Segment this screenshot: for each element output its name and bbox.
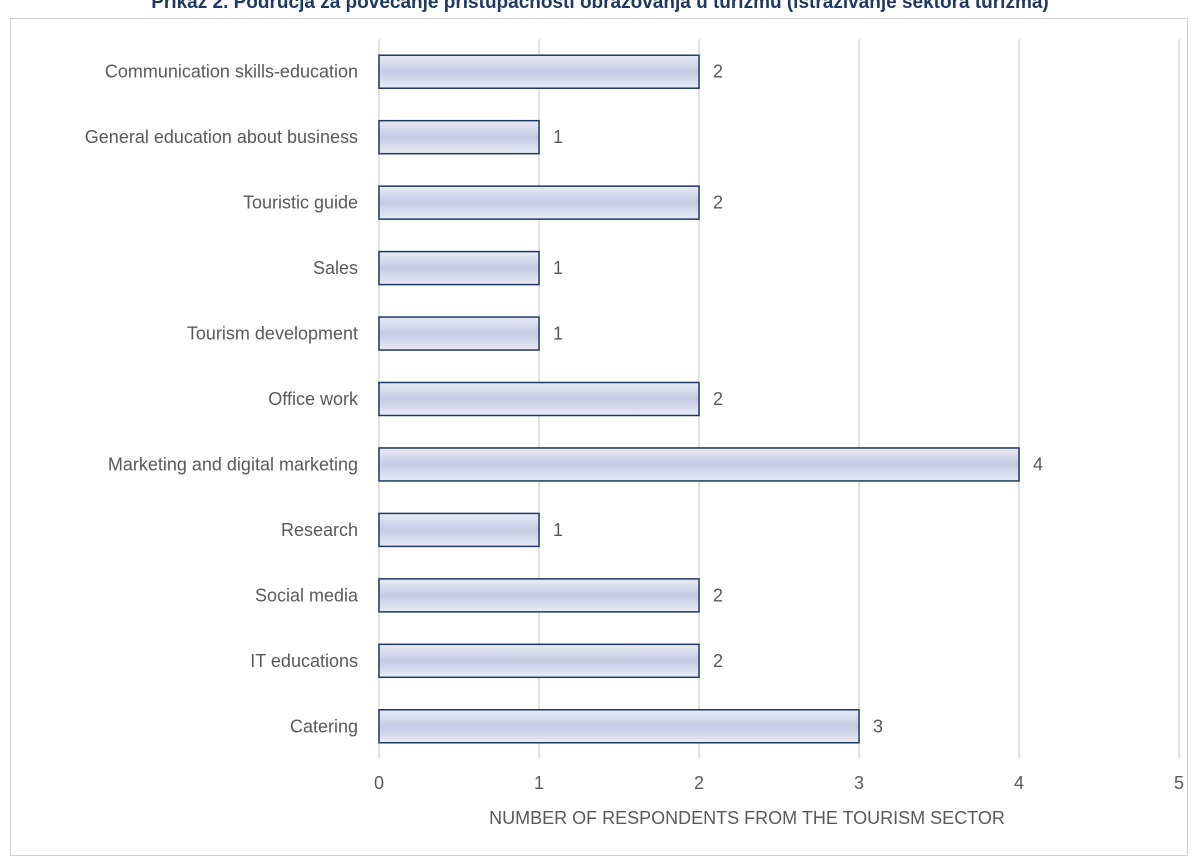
category-label: Marketing and digital marketing (108, 454, 358, 474)
x-tick-label: 3 (854, 773, 864, 793)
x-tick-label: 5 (1174, 773, 1184, 793)
bar (378, 643, 700, 679)
chart-frame: Communication skills-education General ed… (10, 18, 1188, 856)
bar-chart: Communication skills-education General ed… (85, 39, 1184, 828)
bar (378, 119, 540, 155)
data-label: 2 (713, 389, 723, 409)
x-axis-title: NUMBER OF RESPONDENTS FROM THE TOURISM S… (489, 808, 1005, 828)
x-tick-label: 2 (694, 773, 704, 793)
category-label: Office work (268, 389, 359, 409)
page-title: Prikaz 2. Područja za povećanje pristupa… (151, 0, 1049, 13)
category-label: Tourism development (187, 324, 358, 344)
data-label: 2 (713, 585, 723, 605)
bar (378, 512, 540, 548)
category-label: Sales (313, 258, 358, 278)
x-tick-label: 1 (534, 773, 544, 793)
data-label: 3 (873, 716, 883, 736)
bar (378, 54, 700, 89)
category-label: Communication skills-education (105, 62, 358, 82)
bar (378, 709, 860, 744)
bar (378, 381, 700, 417)
category-label: IT educations (250, 651, 358, 671)
x-tick-labels: 0 1 2 3 4 5 (374, 773, 1184, 793)
category-label: Catering (290, 716, 358, 736)
category-label: Social media (255, 585, 359, 605)
bar (378, 250, 540, 286)
category-label: Touristic guide (243, 193, 358, 213)
bar (378, 447, 1020, 482)
bars (378, 54, 1020, 744)
data-label: 1 (553, 258, 563, 278)
bar (378, 316, 540, 351)
data-label: 1 (553, 324, 563, 344)
data-label: 4 (1033, 454, 1043, 474)
data-label: 2 (713, 651, 723, 671)
data-label: 2 (713, 193, 723, 213)
category-label: Research (281, 520, 358, 540)
x-tick-label: 0 (374, 773, 384, 793)
category-label: General education about business (85, 127, 358, 147)
data-label: 2 (713, 62, 723, 82)
bar (378, 185, 700, 220)
data-label: 1 (553, 520, 563, 540)
data-label: 1 (553, 127, 563, 147)
data-labels: 2 1 2 1 1 2 4 1 2 2 3 (553, 62, 1043, 737)
bar (378, 578, 700, 613)
x-tick-label: 4 (1014, 773, 1024, 793)
category-labels: Communication skills-education General ed… (85, 62, 359, 737)
